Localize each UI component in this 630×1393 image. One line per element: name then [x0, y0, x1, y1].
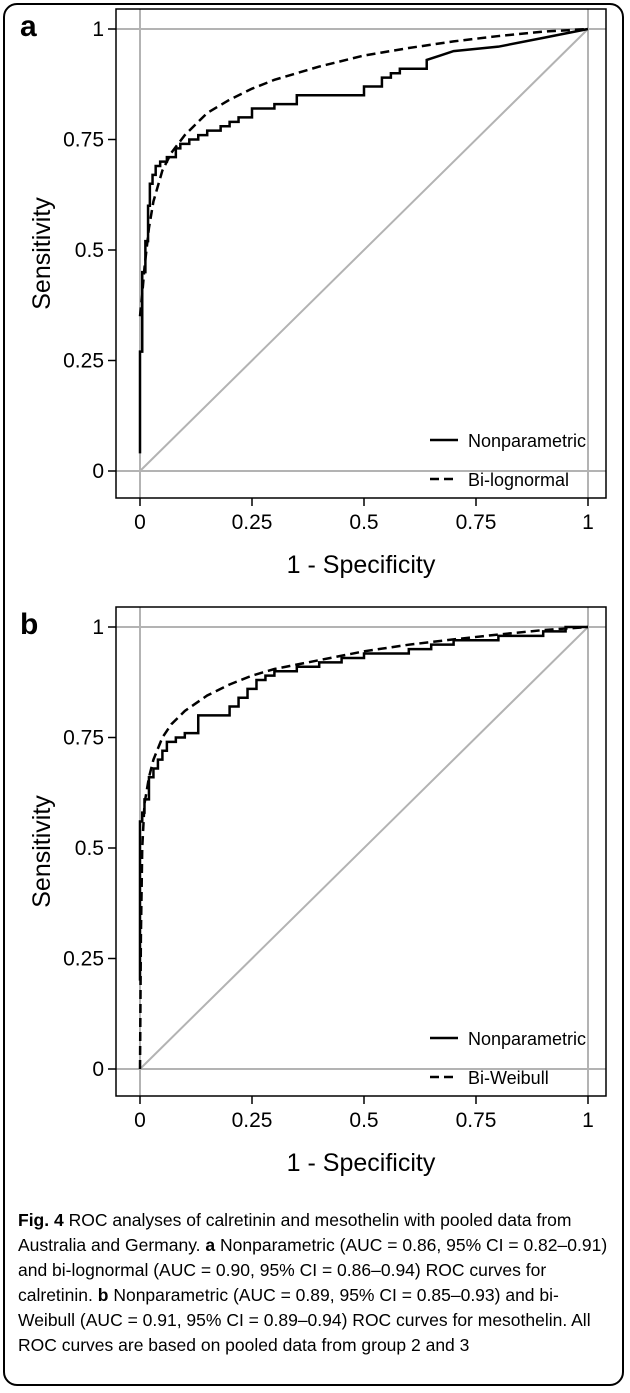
chance-diagonal	[139, 28, 589, 472]
plot-frame	[115, 8, 607, 499]
series-line-bi-weibull	[138, 625, 589, 1070]
x-tick-label: 0.5	[349, 1109, 378, 1132]
legend-label-nonparametric: Nonparametric	[468, 1029, 586, 1049]
plot-frame	[115, 606, 607, 1097]
x-tick-label: 0.25	[232, 1109, 273, 1132]
caption-intro: ROC analyses of calretinin and mesotheli…	[18, 1210, 572, 1255]
x-tick-label: 0	[134, 1109, 146, 1132]
caption-fig-label: Fig. 4	[18, 1210, 64, 1230]
series-line-nonparametric	[138, 27, 589, 454]
y-axis-title: Sensitivity	[28, 197, 56, 310]
roc-chart-b: b 0 0.25 0.5 0.75 1 0 0.25 0.5 0.75 1 1 - Specifici…	[20, 606, 607, 1177]
y-tick-label: 0.25	[63, 350, 104, 373]
x-tick-label: 0.75	[456, 1109, 497, 1132]
legend-label-bi-lognormal: Bi-lognormal	[468, 470, 569, 490]
y-tick-label: 0.75	[63, 129, 104, 152]
x-tick-label: 0.75	[456, 511, 497, 534]
figure-caption: Fig. 4 ROC analyses of calretinin and me…	[18, 1208, 614, 1358]
y-tick-label: 1	[92, 18, 104, 41]
chance-diagonal	[139, 626, 589, 1070]
caption-panel-a-label: a	[205, 1235, 216, 1255]
y-tick-label: 0	[92, 1058, 104, 1081]
legend-label-bi-weibull: Bi-Weibull	[468, 1068, 549, 1088]
x-tick-label: 0	[134, 511, 146, 534]
series-line-bi-lognormal	[138, 27, 589, 317]
x-tick-label: 1	[582, 1109, 594, 1132]
caption-panel-b-text: Nonparametric (AUC = 0.89, 95% CI = 0.85…	[18, 1285, 591, 1355]
legend-label-nonparametric: Nonparametric	[468, 431, 586, 451]
y-tick-label: 0.5	[75, 239, 104, 262]
caption-panel-a-text: Nonparametric (AUC = 0.86, 95% CI = 0.82…	[18, 1235, 608, 1305]
x-axis-title: 1 - Specificity	[287, 551, 436, 579]
x-axis-title: 1 - Specificity	[287, 1149, 436, 1177]
y-tick-label: 0.25	[63, 948, 104, 971]
roc-chart-a: a 0 0.25 0.5 0.75 1 0 0.25 0.5 0.75 1 1 - Specifici…	[20, 8, 607, 579]
y-tick-label: 0.5	[75, 837, 104, 860]
x-tick-label: 0.5	[349, 511, 378, 534]
y-tick-label: 0	[92, 460, 104, 483]
y-tick-label: 0.75	[63, 727, 104, 750]
figure-frame	[3, 3, 624, 1386]
panel-letter: a	[20, 10, 37, 43]
x-tick-label: 0.25	[232, 511, 273, 534]
panel-letter: b	[20, 608, 38, 641]
caption-panel-b-label: b	[97, 1285, 109, 1305]
y-axis-title: Sensitivity	[28, 795, 56, 908]
y-tick-label: 1	[92, 616, 104, 639]
x-tick-label: 1	[582, 511, 594, 534]
series-line-nonparametric	[138, 625, 588, 981]
